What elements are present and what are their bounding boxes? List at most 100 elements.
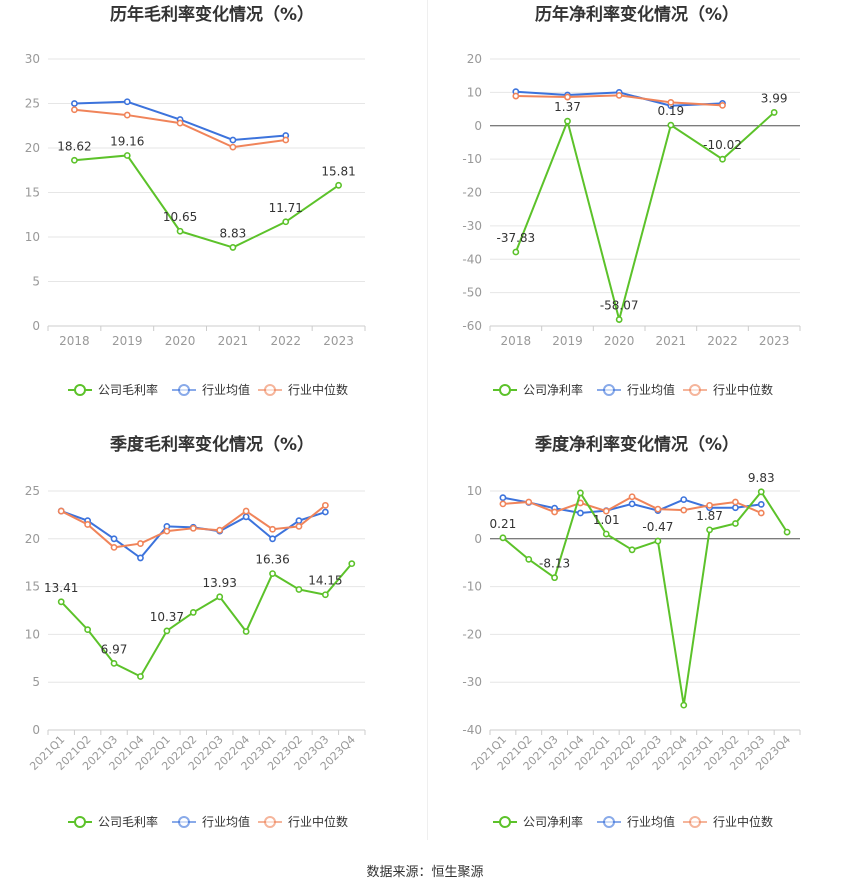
quarterly-net-margin-chart: 季度净利率变化情况（%）-40-30-20-100102021Q12021Q22…	[462, 434, 801, 829]
annual-net-margin-chart: 历年净利率变化情况（%） -60 -50 -40 -30 -20 -10 0 10 20 2018 2…	[462, 4, 801, 397]
data-point-industry_median	[84, 521, 92, 528]
data-label: 18.62	[57, 139, 91, 153]
legend-company-marker	[74, 816, 86, 828]
legend-industry-median-text: 行业中位数	[288, 814, 348, 829]
data-point-industry_median	[654, 505, 662, 513]
data-point-industry_median	[269, 525, 276, 533]
data-point-industry_avg	[499, 494, 507, 502]
data-point-company	[57, 598, 65, 606]
data-point-industry_median	[667, 98, 675, 106]
data-label: -10.02	[703, 138, 742, 152]
data-point-company	[84, 626, 92, 634]
data-point-company	[564, 117, 571, 125]
y-tick-label: 5	[32, 675, 40, 689]
legend-company-text: 公司净利率	[523, 382, 583, 397]
y-tick-label: 10	[467, 484, 482, 498]
legend-company-marker	[499, 384, 511, 396]
data-point-company	[321, 591, 329, 599]
x-tick-label: 2019	[552, 334, 583, 348]
data-point-company	[242, 628, 250, 635]
legend-industry-median-marker	[264, 816, 276, 828]
data-point-company	[269, 570, 276, 577]
data-point-industry_median	[551, 508, 558, 516]
data-label: 6.97	[101, 642, 128, 656]
data-point-company	[680, 701, 688, 709]
y-tick-label: 0	[474, 119, 482, 133]
data-point-industry_median	[216, 526, 224, 534]
data-point-industry_median	[321, 501, 329, 509]
y-tick-label: 25	[25, 484, 40, 498]
data-point-industry_median	[706, 501, 713, 509]
data-point-industry_median	[732, 498, 739, 506]
legend-industry-avg-marker	[178, 384, 190, 396]
data-point-company	[348, 560, 356, 568]
y-tick-label: 20	[467, 52, 482, 66]
data-label: 10.37	[150, 610, 184, 624]
data-point-company	[770, 109, 778, 116]
data-point-company	[551, 574, 558, 582]
data-label: 13.93	[203, 576, 237, 590]
data-label: 1.87	[696, 509, 723, 523]
y-tick-label: -50	[462, 286, 482, 300]
data-point-industry_median	[719, 101, 726, 109]
legend-industry-median-text: 行业中位数	[713, 814, 773, 829]
data-point-industry_avg	[71, 100, 78, 107]
legend-industry-avg-text: 行业均值	[627, 814, 675, 829]
legend-company-marker	[499, 816, 511, 828]
data-point-company	[282, 218, 290, 226]
data-point-industry_median	[602, 507, 610, 515]
data-point-industry_avg	[321, 508, 329, 516]
data-label: 0.21	[490, 517, 517, 531]
chart-title: 季度毛利率变化情况（%）	[110, 434, 314, 455]
data-point-company	[512, 248, 520, 256]
data-label: 1.37	[554, 100, 581, 114]
data-point-company	[216, 593, 224, 601]
data-point-company	[525, 555, 533, 563]
data-label: 11.71	[269, 201, 303, 215]
data-label: -8.13	[539, 557, 570, 571]
quarterly-gross-margin-chart: 季度毛利率变化情况（%）05101520252021Q12021Q22021Q3…	[25, 434, 366, 829]
x-tick-label: 2022	[270, 334, 301, 348]
legend-industry-median-marker	[264, 384, 276, 396]
y-tick-label: -30	[462, 675, 482, 689]
data-point-industry_median	[123, 111, 131, 119]
data-point-industry_median	[137, 540, 144, 547]
y-tick-label: -20	[462, 627, 482, 641]
chart-title: 历年净利率变化情况（%）	[535, 4, 739, 25]
data-point-industry_median	[628, 493, 636, 501]
data-source-note: 数据来源：恒生聚源	[366, 865, 484, 880]
data-point-industry_avg	[110, 535, 118, 543]
data-point-company	[123, 152, 131, 159]
data-point-industry_median	[499, 500, 507, 508]
data-point-company	[577, 489, 584, 497]
y-tick-label: -10	[462, 580, 482, 594]
y-tick-label: 20	[25, 532, 40, 546]
data-point-industry_median	[282, 136, 290, 144]
y-tick-label: 0	[32, 319, 40, 333]
data-point-industry_median	[242, 507, 250, 515]
legend-industry-median-text: 行业中位数	[288, 382, 348, 397]
y-tick-label: 10	[25, 627, 40, 641]
y-tick-label: -40	[462, 252, 482, 266]
legend-company-text: 公司毛利率	[98, 382, 158, 397]
annual-gross-margin-panel: 历年毛利率变化情况（%） 0 5 10 15 20 25 30 2018 2019 2020 2021…	[0, 0, 425, 430]
quarterly-gross-margin-panel: 季度毛利率变化情况（%） 0 5 10 15 20 25 2021Q1 2021Q2 2021Q3…	[0, 430, 425, 860]
data-point-company	[667, 121, 675, 129]
x-tick-label: 2023	[759, 334, 790, 348]
data-point-industry_avg	[123, 98, 131, 106]
data-point-industry_avg	[757, 500, 765, 508]
data-point-company	[706, 526, 713, 534]
x-tick-label: 2021	[218, 334, 249, 348]
data-point-company	[732, 520, 739, 527]
y-tick-label: -60	[462, 319, 482, 333]
data-point-industry_median	[757, 509, 765, 517]
y-tick-label: 15	[25, 580, 40, 594]
legend-industry-avg-marker	[603, 816, 615, 828]
x-tick-label: 2019	[112, 334, 143, 348]
y-tick-label: -20	[462, 186, 482, 200]
legend-company-text: 公司毛利率	[98, 814, 158, 829]
y-tick-label: 30	[25, 52, 40, 66]
data-point-company	[137, 673, 144, 680]
y-tick-label: 5	[32, 275, 40, 289]
data-label: -0.47	[642, 520, 673, 534]
